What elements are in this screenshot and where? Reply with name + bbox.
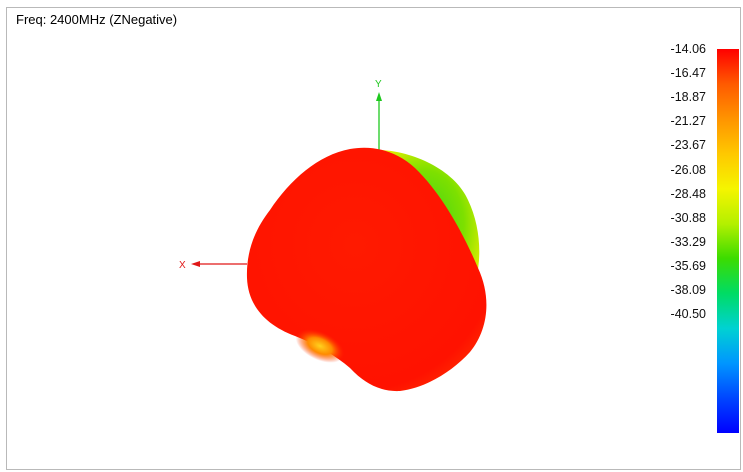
y-axis-label: Y (375, 79, 382, 90)
color-scale-tick: -35.69 (670, 258, 706, 273)
color-scale-tick: -23.67 (670, 138, 706, 153)
color-scale-tick: -14.06 (670, 42, 706, 56)
color-scale-tick: -30.88 (670, 210, 706, 225)
color-scale-legend (717, 49, 739, 433)
color-scale-tick: -28.48 (670, 186, 706, 201)
plot-title: Freq: 2400MHz (ZNegative) (16, 12, 178, 27)
color-scale-bar (717, 49, 739, 433)
color-scale-tick: -40.50 (670, 307, 706, 322)
x-axis-label: X (179, 260, 186, 271)
color-scale-tick: -18.87 (670, 90, 706, 105)
x-axis-arrow (191, 261, 200, 267)
color-scale-tick: -21.27 (670, 114, 706, 129)
color-scale-tick: -38.09 (670, 283, 706, 297)
y-axis-arrow (376, 92, 382, 101)
color-scale-tick: -26.08 (670, 162, 706, 177)
color-scale-tick: -33.29 (670, 234, 706, 249)
color-scale-tick: -16.47 (670, 66, 706, 81)
yellow-highlight (295, 329, 345, 363)
